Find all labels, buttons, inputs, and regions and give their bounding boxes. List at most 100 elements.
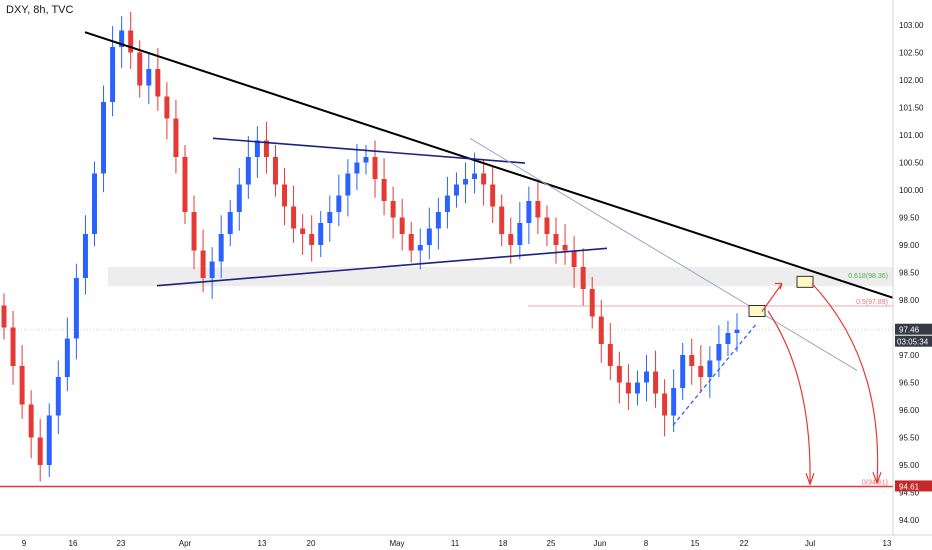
- candle-body: [653, 371, 659, 394]
- candle-body: [101, 102, 107, 174]
- y-tick-label: 94.00: [899, 516, 920, 525]
- x-tick-label: 20: [307, 539, 316, 548]
- fib-label-0-5: 0.5(97.89): [856, 299, 888, 306]
- candle-body: [73, 278, 79, 339]
- candle-body: [64, 338, 70, 377]
- candle-body: [390, 201, 396, 218]
- rising-support-line: [672, 322, 758, 426]
- candle-body: [19, 366, 25, 405]
- candle-body: [598, 316, 604, 344]
- retest-box-upper: [796, 275, 814, 288]
- chart-title: DXY, 8h, TVC: [6, 4, 74, 16]
- candle-body: [37, 437, 43, 465]
- candle-body: [245, 157, 251, 185]
- y-tick-label: 94.50: [899, 489, 920, 498]
- y-tick-label: 100.50: [899, 159, 924, 168]
- candle-body: [55, 377, 61, 416]
- x-tick-label: 25: [547, 539, 556, 548]
- candle-body: [607, 344, 613, 366]
- candle-body: [263, 140, 269, 157]
- projection-line: [469, 137, 858, 371]
- candle-body: [444, 195, 450, 212]
- x-tick-label: 11: [451, 539, 460, 548]
- arrow-up-path: [761, 283, 783, 312]
- candle-body: [254, 140, 260, 157]
- candle-body: [155, 69, 161, 97]
- candle-body: [363, 157, 369, 163]
- candle-body: [46, 415, 52, 465]
- candle-body: [236, 184, 242, 212]
- candle-body: [562, 245, 568, 251]
- candle-body: [616, 366, 622, 383]
- candle-body: [327, 212, 333, 223]
- countdown-badge: [895, 335, 932, 347]
- candle-body: [508, 234, 514, 245]
- candle-body: [399, 217, 405, 234]
- arrow-up-head: [775, 282, 783, 290]
- candle-body: [644, 371, 649, 383]
- y-tick-label: 99.50: [899, 214, 920, 223]
- y-tick-label: 95.50: [899, 434, 920, 443]
- candle-body: [182, 157, 188, 212]
- candle-body: [517, 223, 523, 245]
- candle-body: [725, 333, 731, 344]
- candle-body: [381, 179, 387, 201]
- y-tick-label: 97.00: [899, 351, 920, 360]
- candle-body: [662, 393, 668, 416]
- candle-body: [300, 228, 306, 234]
- x-tick-label: 22: [740, 539, 749, 548]
- target-price-text: 94.61: [899, 482, 920, 491]
- last-price-text: 97.46: [899, 326, 920, 335]
- candle-body: [291, 206, 297, 229]
- candle-body: [716, 344, 722, 361]
- descending-trendline: [84, 31, 894, 299]
- candle-body: [689, 355, 695, 366]
- arrow-down-path-b: [811, 283, 879, 484]
- candle-body: [119, 30, 125, 47]
- retest-box-lower: [748, 305, 766, 317]
- fib-label-0: 0(94.61): [862, 479, 888, 486]
- x-tick-label: May: [389, 539, 404, 548]
- target-price-badge: [895, 480, 932, 492]
- candle-body: [472, 173, 478, 179]
- candle-body: [499, 206, 505, 234]
- x-tick-label: 13: [883, 539, 892, 548]
- y-tick-label: 102.50: [899, 49, 924, 58]
- candle-body: [10, 327, 16, 366]
- candle-body: [227, 212, 233, 234]
- y-tick-label: 98.50: [899, 269, 920, 278]
- candle-body: [146, 69, 152, 86]
- y-tick-label: 98.00: [899, 296, 920, 305]
- x-tick-label: 18: [499, 539, 508, 548]
- y-tick-label: 95.00: [899, 461, 920, 470]
- candle-body: [28, 404, 34, 438]
- candle-body: [463, 179, 469, 185]
- candle-body: [426, 228, 432, 245]
- arrow-down-head-a: [805, 473, 815, 487]
- candle-body: [544, 217, 550, 234]
- candle-body: [1, 305, 7, 328]
- candle-body: [137, 52, 143, 86]
- candle-body: [625, 382, 631, 394]
- x-tick-label: 8: [644, 539, 649, 548]
- candle-body: [535, 201, 541, 218]
- candle-body: [318, 223, 324, 245]
- candle-body: [707, 360, 713, 377]
- y-tick-label: 102.00: [899, 76, 924, 85]
- candle-body: [282, 184, 288, 207]
- candle-body: [336, 195, 342, 212]
- triangle-lower-line: [156, 247, 608, 287]
- x-tick-label: Apr: [179, 539, 192, 548]
- countdown-text: 03:05:34: [897, 338, 929, 347]
- candle-body: [92, 173, 97, 234]
- candle-body: [209, 261, 215, 278]
- candle-body: [200, 250, 206, 278]
- y-tick-label: 100.00: [899, 186, 924, 195]
- candle-body: [526, 201, 532, 223]
- y-tick-label: 103.00: [899, 21, 924, 30]
- candle-body: [553, 234, 559, 245]
- y-tick-label: 96.50: [899, 379, 920, 388]
- candle-body: [435, 212, 441, 229]
